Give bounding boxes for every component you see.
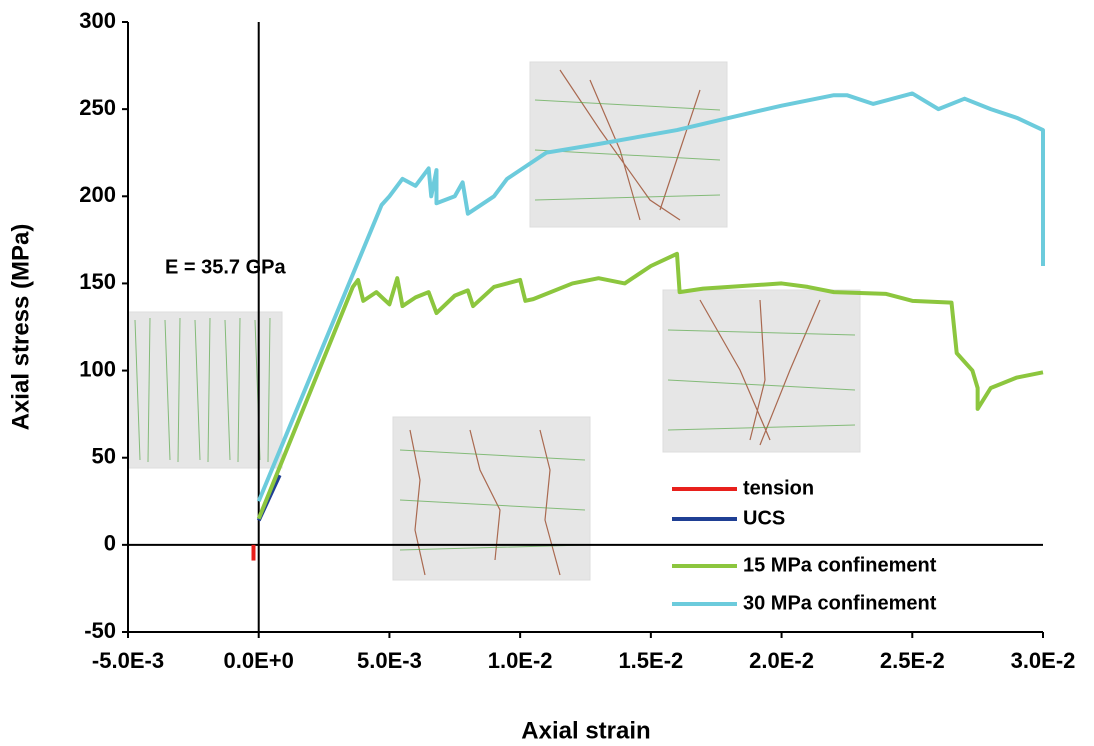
y-tick-label: -50: [84, 618, 116, 643]
y-axis-title: Axial stress (MPa): [7, 224, 34, 431]
y-tick-label: 250: [79, 95, 116, 120]
x-tick-label: -5.0E-3: [92, 648, 164, 673]
insets: [127, 61, 861, 581]
inset-detail: [667, 329, 856, 431]
y-tick-label: 0: [104, 531, 116, 556]
inset-detail: [699, 299, 821, 446]
inset-detail: [534, 99, 721, 201]
y-tick-label: 100: [79, 356, 116, 381]
annotation: E = 35.7 GPa: [165, 256, 287, 278]
y-tick-label: 150: [79, 269, 116, 294]
inset-detail: [409, 429, 561, 576]
x-tick-label: 1.0E-2: [488, 648, 553, 673]
inset-image: [529, 61, 728, 228]
y-tick-label: 200: [79, 182, 116, 207]
y-tick-label: 300: [79, 8, 116, 33]
inset-image: [392, 416, 591, 581]
legend-label: tension: [743, 477, 814, 499]
inset-detail: [134, 317, 271, 463]
legend-label: 30 MPa confinement: [743, 592, 937, 614]
legend-label: UCS: [743, 507, 785, 529]
x-tick-label: 5.0E-3: [357, 648, 422, 673]
x-tick-label: 3.0E-2: [1011, 648, 1076, 673]
x-tick-label: 2.0E-2: [749, 648, 814, 673]
x-tick-label: 0.0E+0: [224, 648, 294, 673]
x-tick-label: 1.5E-2: [618, 648, 683, 673]
series-line: [256, 251, 1044, 520]
y-tick-label: 50: [92, 444, 116, 469]
inset-image: [127, 311, 283, 469]
legend-label: 15 MPa confinement: [743, 554, 937, 576]
x-axis-title: Axial strain: [521, 717, 650, 744]
x-tick-label: 2.5E-2: [880, 648, 945, 673]
series-line: [256, 91, 1045, 503]
